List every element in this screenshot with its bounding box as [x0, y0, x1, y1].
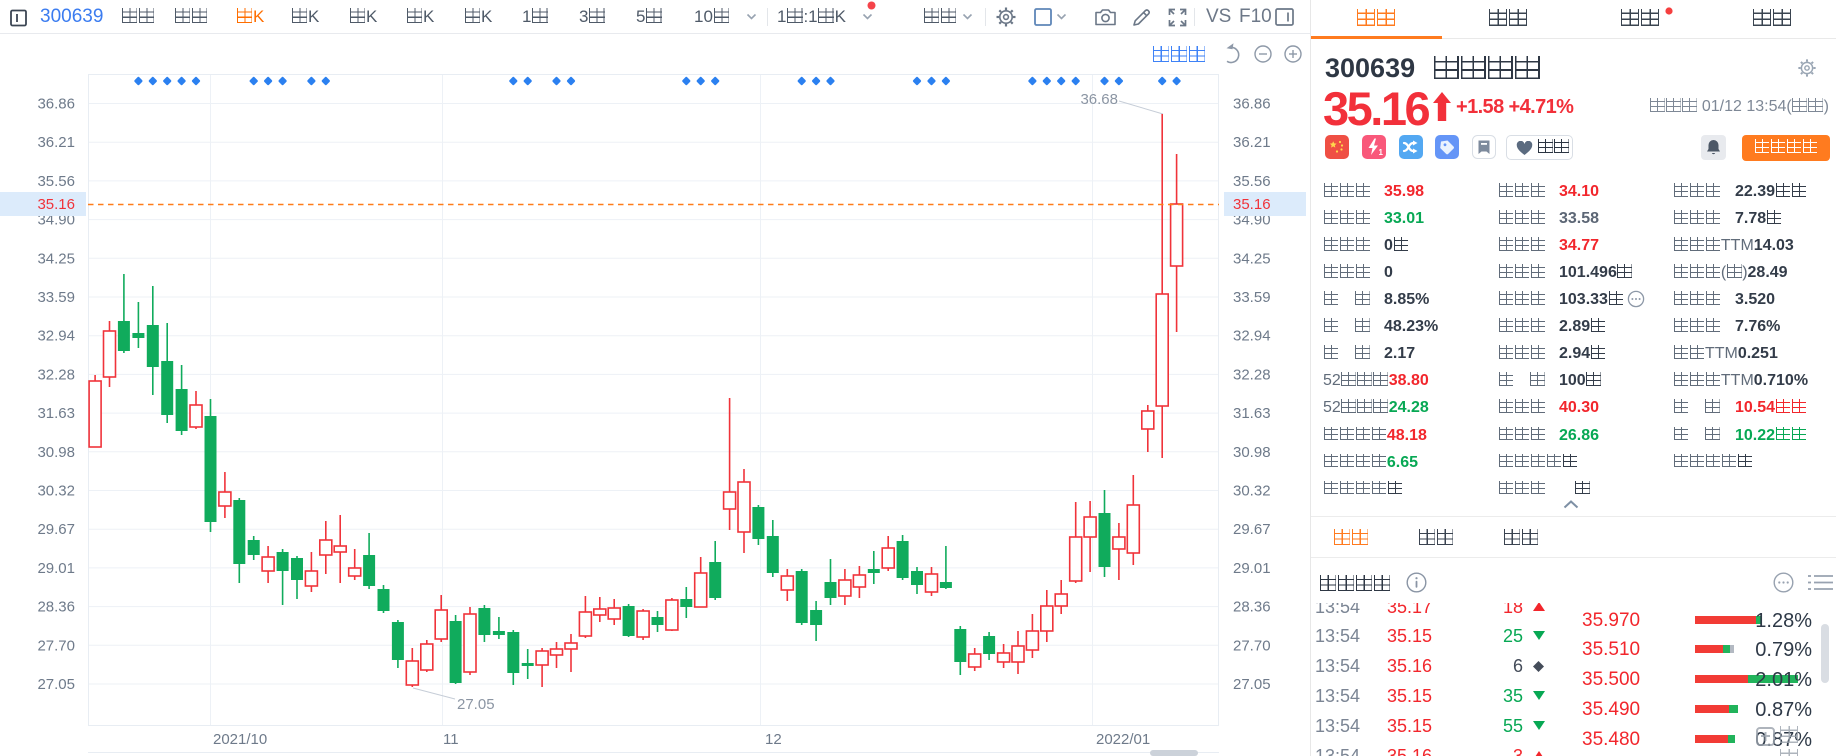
- svg-text:27.05: 27.05: [1233, 676, 1271, 693]
- svg-text:36.21: 36.21: [1233, 134, 1271, 151]
- svg-text:29.67: 29.67: [37, 521, 75, 538]
- svg-text:35.56: 35.56: [37, 173, 75, 190]
- svg-text:36.68: 36.68: [1080, 91, 1118, 108]
- svg-text:35.16: 35.16: [37, 196, 75, 213]
- svg-text:11: 11: [443, 731, 459, 748]
- svg-text:32.28: 32.28: [37, 366, 75, 383]
- svg-text:35.16: 35.16: [1233, 196, 1271, 213]
- svg-text:32.28: 32.28: [1233, 366, 1271, 383]
- svg-text:2021/10: 2021/10: [213, 731, 267, 748]
- svg-text:34.25: 34.25: [37, 250, 75, 267]
- svg-text:32.94: 32.94: [37, 328, 75, 345]
- svg-text:27.05: 27.05: [37, 676, 75, 693]
- svg-text:28.36: 28.36: [1233, 599, 1271, 616]
- svg-text:35.56: 35.56: [1233, 173, 1271, 190]
- svg-text:36.86: 36.86: [1233, 96, 1271, 113]
- svg-text:30.32: 30.32: [37, 483, 75, 500]
- svg-text:27.70: 27.70: [37, 637, 75, 654]
- svg-text:12: 12: [765, 731, 782, 748]
- svg-text:29.01: 29.01: [37, 560, 75, 577]
- svg-text:31.63: 31.63: [37, 405, 75, 422]
- svg-text:31.63: 31.63: [1233, 405, 1271, 422]
- svg-text:28.36: 28.36: [37, 599, 75, 616]
- svg-text:36.21: 36.21: [37, 134, 75, 151]
- svg-text:29.67: 29.67: [1233, 521, 1271, 538]
- svg-text:2022/01: 2022/01: [1096, 731, 1150, 748]
- svg-text:33.59: 33.59: [37, 289, 75, 306]
- svg-text:30.98: 30.98: [37, 444, 75, 461]
- svg-text:34.25: 34.25: [1233, 250, 1271, 267]
- svg-text:1: 1: [1378, 148, 1383, 157]
- svg-text:30.32: 30.32: [1233, 483, 1271, 500]
- svg-text:36.86: 36.86: [37, 96, 75, 113]
- svg-text:29.01: 29.01: [1233, 560, 1271, 577]
- svg-text:27.70: 27.70: [1233, 637, 1271, 654]
- svg-text:32.94: 32.94: [1233, 328, 1271, 345]
- svg-text:27.05: 27.05: [457, 696, 495, 713]
- svg-text:30.98: 30.98: [1233, 444, 1271, 461]
- svg-text:33.59: 33.59: [1233, 289, 1271, 306]
